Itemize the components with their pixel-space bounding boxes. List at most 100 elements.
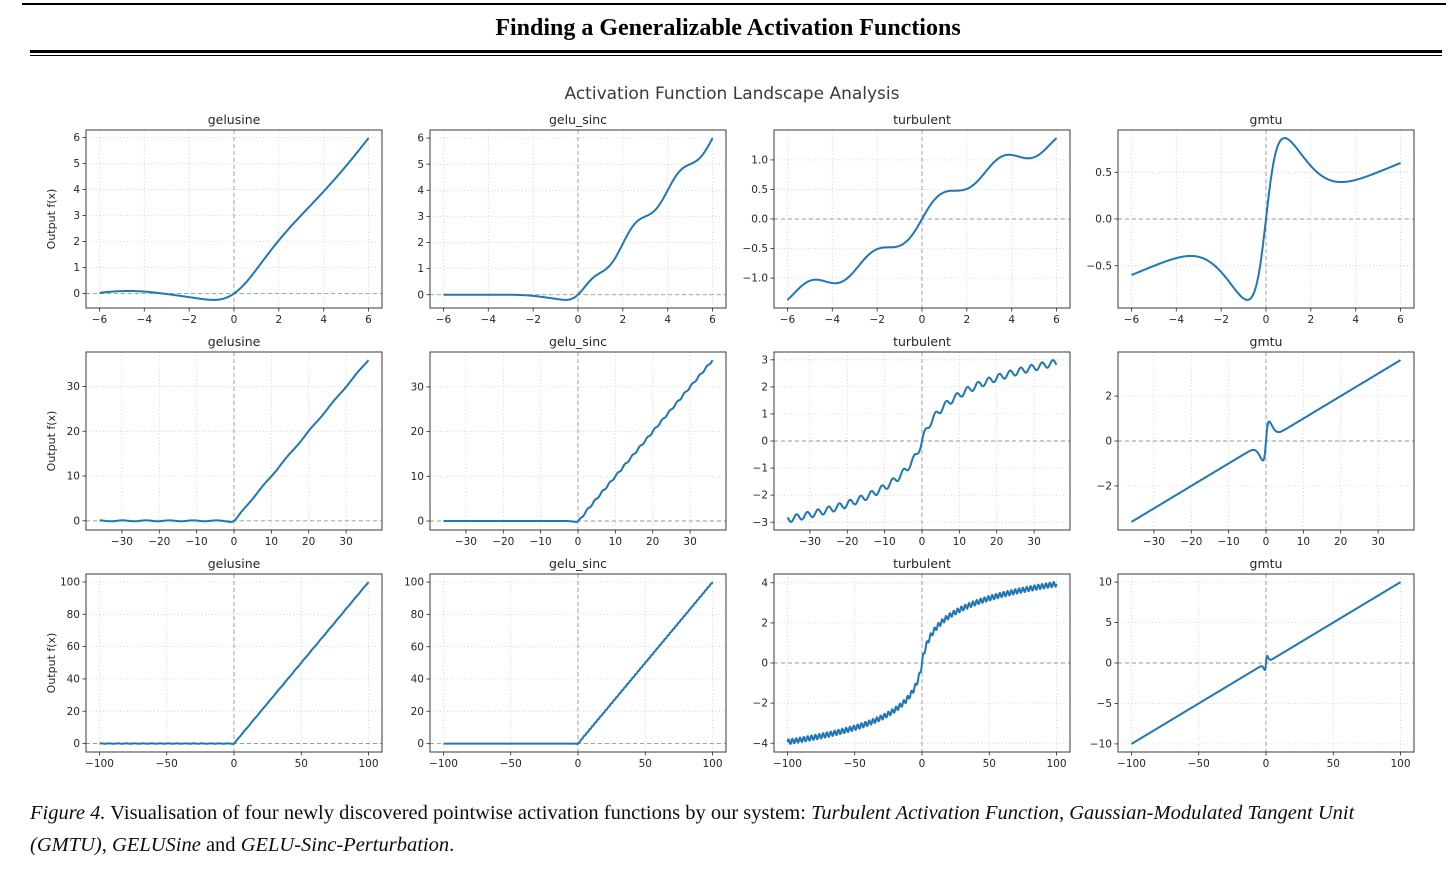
subplot-turbulent-row2: −100 −50 0 50 100 −4 −2 0 2 4 turbulent	[753, 556, 1071, 770]
y-tick-label: −0.5	[1087, 260, 1113, 272]
caption-term: Figure 4.	[30, 801, 106, 824]
x-tick-label: −20	[836, 536, 858, 548]
y-tick-label: 40	[411, 673, 424, 685]
x-tick-label: 30	[683, 536, 696, 548]
subplot-title: turbulent	[893, 556, 951, 571]
plot-grid: −6 −4 −2 0 2 4 6 0 1 2 3 4 5 6 gelusine Output f(x) −6 −4…	[44, 112, 1456, 778]
y-tick-label: 3	[761, 354, 768, 366]
subplot-title: gelusine	[208, 112, 261, 127]
caption-text: ,	[101, 833, 112, 856]
x-tick-label: −4	[481, 314, 497, 326]
x-tick-label: −50	[500, 758, 522, 770]
y-tick-label: 0	[761, 435, 768, 447]
x-tick-label: 6	[1053, 314, 1060, 326]
y-tick-label: 0	[761, 657, 768, 669]
y-tick-label: 0	[417, 515, 424, 527]
x-tick-label: −50	[844, 758, 866, 770]
x-tick-label: 10	[609, 536, 622, 548]
y-tick-label: 0.5	[751, 184, 768, 196]
x-tick-label: 30	[339, 536, 352, 548]
y-tick-label: 0	[417, 738, 424, 750]
curve-gmtu	[1130, 136, 1402, 301]
x-tick-label: −20	[1180, 536, 1202, 548]
y-tick-label: 0.0	[751, 213, 768, 225]
x-tick-label: −20	[492, 536, 514, 548]
y-tick-label: −5	[1097, 698, 1112, 710]
caption-term: GELU-Sinc-Perturbation	[240, 833, 450, 856]
x-tick-label: 10	[953, 536, 966, 548]
y-tick-label: 40	[67, 673, 80, 685]
y-tick-label: −2	[1097, 480, 1112, 492]
y-tick-label: 5	[1105, 617, 1112, 629]
subplot-title: gmtu	[1250, 112, 1283, 127]
x-tick-label: 10	[1297, 536, 1310, 548]
x-tick-label: −30	[1143, 536, 1165, 548]
y-tick-label: −0.5	[743, 243, 769, 255]
figure-4: Activation Function Landscape Analysis −…	[0, 84, 1456, 778]
y-tick-label: 2	[761, 617, 768, 629]
x-tick-label: 0	[1263, 758, 1270, 770]
x-tick-label: −4	[825, 314, 841, 326]
y-tick-label: 10	[1099, 576, 1112, 588]
y-tick-label: 6	[417, 132, 424, 144]
caption-term: Turbulent Activation Function	[811, 801, 1059, 824]
y-tick-label: 0	[1105, 435, 1112, 447]
x-tick-label: 0	[1263, 314, 1270, 326]
x-tick-label: −30	[799, 536, 821, 548]
curve-turbulent	[786, 137, 1058, 301]
x-tick-label: 2	[963, 314, 970, 326]
y-tick-label: 5	[417, 159, 424, 171]
subplot-gelu_sinc-row2: −100 −50 0 50 100 0 20 40 60 80 100 gelu_sinc	[404, 556, 727, 770]
curve-gelusine	[99, 137, 370, 301]
y-tick-label: 3	[73, 210, 80, 222]
x-tick-label: 20	[302, 536, 315, 548]
x-tick-label: 2	[275, 314, 282, 326]
y-tick-label: 0	[73, 738, 80, 750]
x-tick-label: −2	[525, 314, 540, 326]
x-tick-label: −2	[869, 314, 884, 326]
subplot-title: gelu_sinc	[549, 112, 607, 127]
y-tick-label: −10	[1090, 738, 1112, 750]
y-tick-label: 5	[73, 158, 80, 170]
y-tick-label: 4	[761, 577, 768, 589]
y-tick-label: 1	[73, 262, 80, 274]
subplot-gmtu-row0: −6 −4 −2 0 2 4 6 −0.5 0.0 0.5 gmtu	[1087, 112, 1415, 326]
title-rule	[30, 49, 1442, 56]
y-tick-label: 20	[67, 426, 80, 438]
caption-text: ,	[1058, 801, 1070, 824]
x-tick-label: 50	[639, 758, 652, 770]
subplot-title: gelusine	[208, 556, 261, 571]
x-tick-label: −50	[156, 758, 178, 770]
x-tick-label: 0	[1263, 536, 1270, 548]
subplot-gelusine-row2: −100 −50 0 50 100 0 20 40 60 80 100 gelusine Output …	[45, 556, 383, 770]
caption-text: .	[449, 833, 455, 856]
x-tick-label: 100	[702, 758, 722, 770]
x-tick-label: 20	[1334, 536, 1347, 548]
y-tick-label: 2	[417, 237, 424, 249]
x-tick-label: 0	[575, 536, 582, 548]
y-tick-label: 6	[73, 132, 80, 144]
y-tick-label: −1	[753, 462, 768, 474]
caption-text: and	[200, 833, 241, 856]
subplot-title: gelusine	[208, 334, 261, 349]
x-tick-label: 0	[231, 536, 238, 548]
y-tick-label: 80	[67, 609, 80, 621]
x-tick-label: 2	[619, 314, 626, 326]
curve-gelu_sinc	[442, 359, 714, 523]
x-tick-label: 4	[1008, 314, 1015, 326]
y-tick-label: 10	[411, 471, 424, 483]
y-tick-label: 20	[67, 706, 80, 718]
x-tick-label: −30	[111, 536, 133, 548]
y-tick-label: 2	[1105, 390, 1112, 402]
x-tick-label: −10	[530, 536, 552, 548]
x-tick-label: 50	[983, 758, 996, 770]
curve-gmtu	[1130, 359, 1402, 523]
x-tick-label: 50	[1327, 758, 1340, 770]
subplot-gelusine-row1: −30 −20 −10 0 10 20 30 0 10 20 30 gelusine Output f(…	[45, 334, 383, 548]
y-tick-label: 30	[411, 381, 424, 393]
subplot-title: turbulent	[893, 334, 951, 349]
y-tick-label: 2	[761, 381, 768, 393]
